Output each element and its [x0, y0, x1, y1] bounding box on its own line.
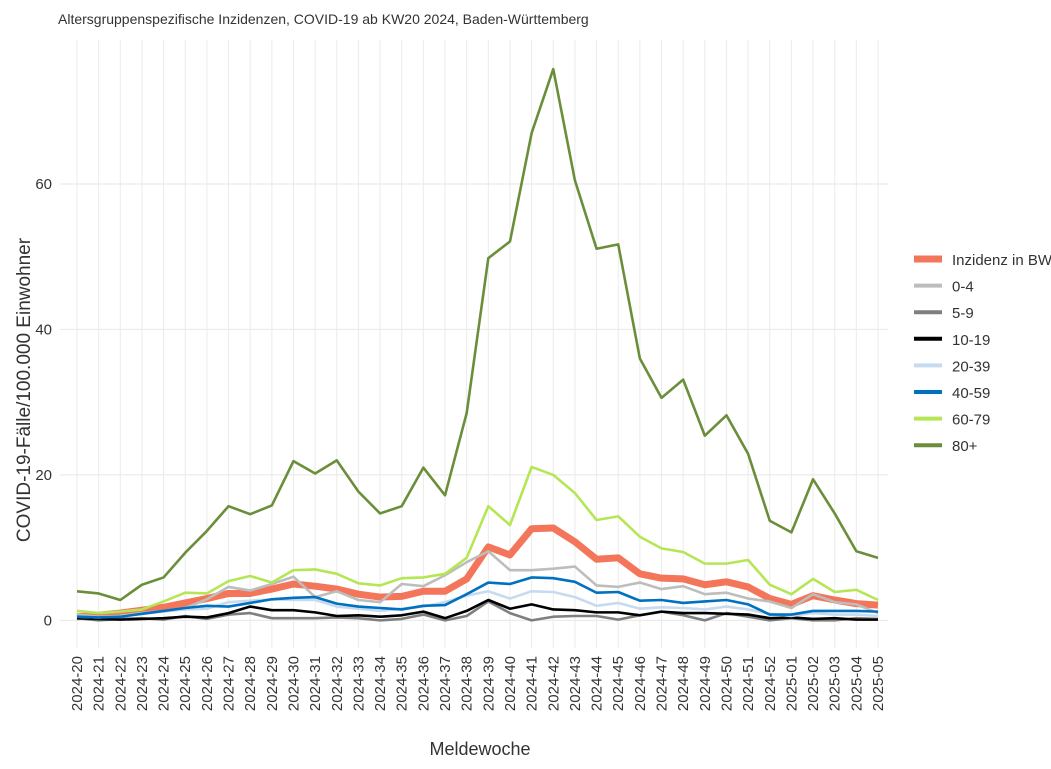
chart-title: Altersgruppenspezifische Inzidenzen, COV… [58, 11, 589, 27]
y-axis-title: COVID-19-Fälle/100.000 Einwohner [14, 237, 35, 542]
x-tick-label: 2024-51 [740, 656, 757, 711]
x-axis-title: Meldewoche [429, 739, 530, 759]
x-tick-label: 2024-40 [502, 656, 519, 711]
x-tick-label: 2024-21 [91, 656, 108, 711]
x-tick-label: 2024-26 [199, 656, 216, 711]
x-tick-label: 2024-48 [675, 656, 692, 711]
line-series [76, 589, 879, 619]
x-tick-label: 2024-46 [632, 656, 649, 711]
y-tick-label: 20 [35, 467, 52, 484]
legend-label: 10-19 [952, 332, 990, 349]
x-tick-label: 2024-27 [221, 656, 238, 711]
line-series [76, 67, 879, 602]
y-tick-label: 60 [35, 176, 52, 193]
x-tick-label: 2024-42 [545, 656, 562, 711]
line-series [76, 549, 879, 619]
x-tick-label: 2025-01 [783, 656, 800, 711]
x-tick-label: 2024-49 [697, 656, 714, 711]
x-tick-label: 2024-45 [610, 656, 627, 711]
x-tick-label: 2024-25 [177, 656, 194, 711]
y-tick-label: 40 [35, 321, 52, 338]
line-series [76, 576, 879, 619]
legend-label: Inzidenz in BW [952, 252, 1051, 269]
x-tick-label: 2025-04 [848, 656, 865, 711]
x-tick-label: 2024-32 [329, 656, 346, 711]
line-series [76, 598, 878, 621]
x-tick-label: 2024-23 [134, 656, 151, 711]
legend-label: 80+ [952, 438, 978, 455]
x-tick-label: 2024-39 [480, 656, 497, 711]
legend-label: 5-9 [952, 305, 974, 322]
x-tick-label: 2024-44 [589, 656, 606, 711]
x-tick-label: 2024-35 [394, 656, 411, 711]
line-series [76, 465, 879, 615]
x-tick-label: 2024-41 [524, 656, 541, 711]
line-series [76, 600, 879, 622]
x-tick-label: 2024-31 [307, 656, 324, 711]
x-tick-label: 2024-38 [459, 656, 476, 711]
x-tick-label: 2024-30 [285, 656, 302, 711]
x-tick-label: 2024-22 [112, 656, 129, 711]
x-tick-label: 2024-52 [762, 656, 779, 711]
x-tick-label: 2024-24 [156, 656, 173, 711]
x-tick-label: 2025-02 [805, 656, 822, 711]
x-tick-label: 2024-28 [242, 656, 259, 711]
legend-label: 40-59 [952, 385, 990, 402]
x-tick-label: 2024-20 [69, 656, 86, 711]
x-tick-label: 2025-03 [827, 656, 844, 711]
x-tick-label: 2024-50 [718, 656, 735, 711]
legend-label: 0-4 [952, 279, 974, 296]
x-tick-label: 2024-37 [437, 656, 454, 711]
y-tick-label: 0 [44, 612, 52, 629]
x-tick-label: 2024-47 [654, 656, 671, 711]
legend-label: 20-39 [952, 358, 990, 375]
x-tick-label: 2024-33 [350, 656, 367, 711]
x-tick-label: 2024-43 [567, 656, 584, 711]
x-tick-label: 2024-29 [264, 656, 281, 711]
x-tick-label: 2025-05 [870, 656, 887, 711]
x-tick-label: 2024-36 [415, 656, 432, 711]
legend-label: 60-79 [952, 412, 990, 429]
x-tick-label: 2024-34 [372, 656, 389, 711]
